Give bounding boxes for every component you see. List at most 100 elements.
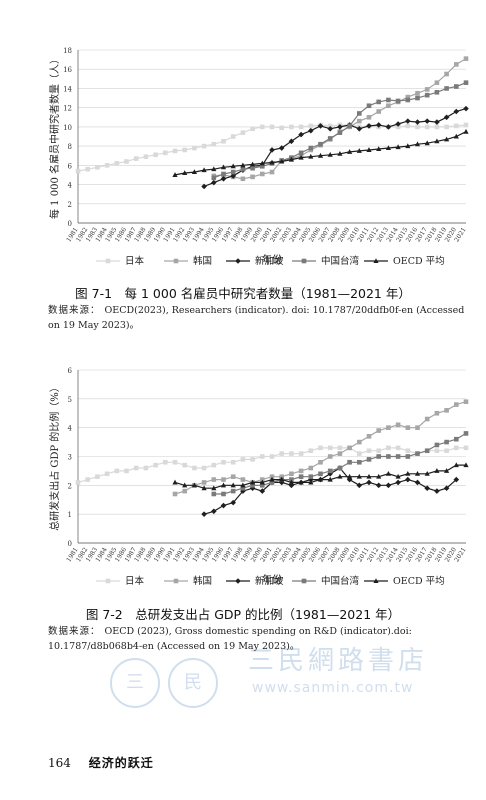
data-point-韩国 (357, 118, 362, 124)
data-point-新加坡 (366, 123, 372, 129)
data-point-中国台湾 (434, 442, 440, 448)
legend-label: OECD 平均 (393, 255, 445, 267)
data-point-OECD-平均 (337, 151, 343, 156)
legend-label: 中国台湾 (321, 575, 360, 587)
source-note-7-1: 数据来源： OECD(2023), Researchers (indicator)… (48, 303, 468, 333)
data-point-日本 (240, 130, 246, 135)
data-point-韩国 (395, 422, 401, 428)
y-tick-label: 10 (63, 124, 72, 132)
data-point-OECD-平均 (298, 479, 304, 485)
data-point-新加坡 (414, 119, 421, 125)
data-point-中国台湾 (434, 89, 440, 95)
data-point-日本 (444, 124, 449, 130)
data-point-日本 (211, 141, 217, 147)
data-point-日本 (308, 448, 314, 454)
data-point-韩国 (230, 474, 236, 479)
data-point-中国台湾 (250, 483, 255, 488)
legend-marker (235, 258, 241, 264)
data-point-OECD-平均 (201, 485, 207, 491)
source-label: 数据来源： (48, 305, 101, 316)
data-point-新加坡 (463, 105, 469, 112)
x-axis-title: 年份 (262, 573, 282, 586)
data-point-中国台湾 (347, 123, 352, 129)
data-point-中国台湾 (337, 130, 343, 135)
data-point-日本 (201, 143, 207, 149)
data-point-韩国 (260, 171, 265, 177)
legend: 日本 韩国 新加坡 中国台湾 OECD 平均 (96, 255, 445, 267)
data-point-韩国 (405, 425, 411, 430)
data-point-日本 (318, 445, 323, 451)
data-point-新加坡 (424, 118, 430, 124)
data-point-OECD-平均 (230, 482, 236, 488)
book-title: 经济的跃迁 (88, 756, 154, 770)
data-point-日本 (405, 123, 411, 129)
data-point-日本 (163, 150, 168, 156)
data-point-新加坡 (356, 482, 363, 489)
data-point-日本 (444, 448, 449, 454)
data-point-中国台湾 (376, 454, 381, 459)
data-point-OECD-平均 (356, 473, 362, 479)
source-text: OECD (2023), Gross domestic spending on … (48, 626, 412, 652)
y-tick-label: 2 (68, 201, 72, 209)
data-point-日本 (269, 124, 275, 130)
data-point-中国台湾 (318, 471, 323, 477)
series-韩国 (172, 399, 469, 497)
data-point-OECD-平均 (172, 172, 178, 177)
data-point-韩国 (269, 474, 275, 479)
data-point-日本 (250, 126, 255, 132)
series-中国台湾 (211, 431, 469, 497)
data-point-OECD-平均 (250, 479, 256, 485)
data-point-OECD-平均 (211, 485, 217, 491)
data-point-OECD-平均 (308, 153, 314, 159)
legend-label: 中国台湾 (321, 255, 360, 267)
data-point-日本 (308, 123, 314, 129)
data-point-新加坡 (240, 488, 246, 494)
source-text: OECD(2023), Researchers (indicator). doi… (48, 305, 465, 331)
data-point-OECD-平均 (327, 476, 333, 482)
data-point-日本 (366, 448, 372, 454)
data-point-日本 (434, 448, 440, 454)
data-point-日本 (104, 471, 110, 477)
chart-svg: 0246810121416181981198219831984198519861… (48, 47, 469, 267)
data-point-中国台湾 (308, 474, 314, 479)
data-point-OECD-平均 (376, 146, 382, 151)
data-point-日本 (104, 163, 110, 168)
watermark-url: www.sanmin.com.tw (252, 680, 414, 696)
data-point-OECD-平均 (269, 159, 275, 165)
data-point-OECD-平均 (444, 136, 450, 142)
data-point-中国台湾 (454, 436, 459, 442)
data-point-OECD-平均 (385, 471, 391, 476)
data-point-OECD-平均 (444, 468, 450, 473)
data-point-中国台湾 (405, 454, 411, 459)
data-point-新加坡 (278, 145, 285, 151)
data-point-韩国 (221, 477, 226, 482)
data-point-OECD-平均 (395, 473, 401, 479)
data-point-中国台湾 (444, 86, 449, 91)
data-point-日本 (114, 468, 120, 474)
data-point-韩国 (386, 425, 391, 430)
data-point-日本 (260, 124, 265, 130)
data-point-日本 (95, 474, 100, 479)
data-point-日本 (434, 124, 440, 130)
chart-svg: 0123456198119821983198419851986198719881… (48, 367, 469, 587)
data-point-中国台湾 (260, 163, 265, 169)
data-point-OECD-平均 (453, 462, 459, 468)
data-point-OECD-平均 (347, 149, 353, 154)
data-point-OECD-平均 (434, 138, 440, 144)
data-point-韩国 (424, 87, 430, 92)
data-point-OECD-平均 (240, 482, 246, 488)
data-point-日本 (153, 152, 158, 158)
data-point-新加坡 (375, 482, 382, 489)
data-point-中国台湾 (366, 457, 372, 462)
data-point-日本 (260, 454, 265, 459)
data-point-韩国 (289, 471, 294, 477)
y-tick-label: 14 (63, 85, 72, 93)
data-point-中国台湾 (405, 97, 411, 103)
data-point-日本 (250, 457, 255, 462)
y-tick-label: 0 (68, 540, 72, 548)
data-point-OECD-平均 (259, 479, 265, 485)
data-point-新加坡 (211, 508, 217, 515)
data-point-日本 (279, 451, 284, 456)
legend-label: 韩国 (193, 575, 212, 587)
data-point-中国台湾 (386, 97, 391, 103)
